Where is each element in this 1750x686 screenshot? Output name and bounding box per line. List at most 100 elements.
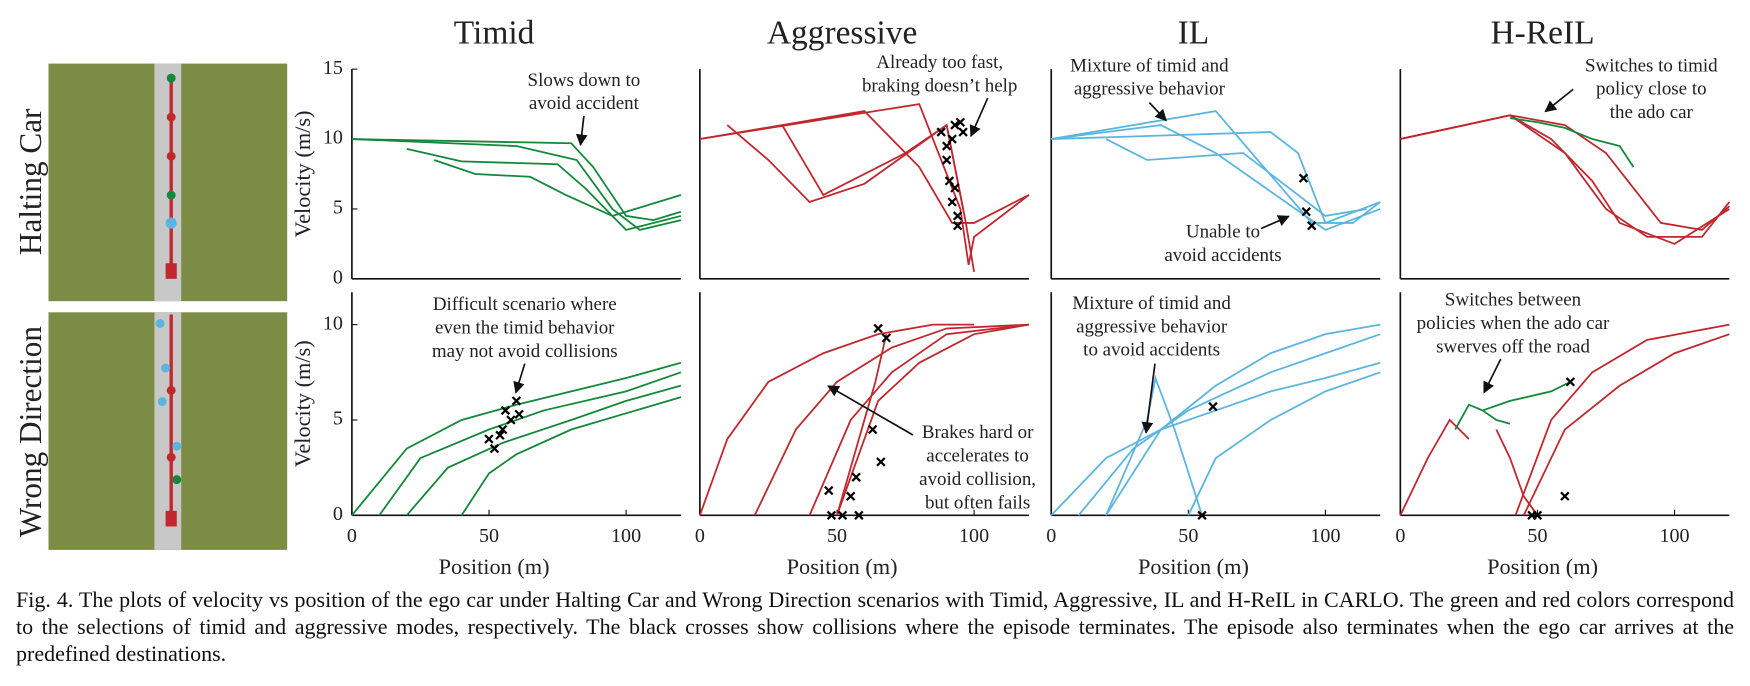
trajectory	[1522, 333, 1730, 516]
x-tick-label: 50	[827, 525, 847, 547]
trajectory	[1077, 333, 1381, 516]
collision	[950, 120, 960, 130]
collision	[876, 457, 886, 467]
y-tick-label: 10	[323, 127, 343, 149]
annotation: Difficult scenario where	[433, 294, 617, 315]
annotation-arrow	[827, 385, 914, 436]
annotation: Unable to	[1186, 221, 1260, 242]
collision	[500, 405, 511, 416]
annotation-arrow	[1483, 358, 1502, 394]
trajectory	[433, 159, 682, 217]
annotation: swerves off the road	[1436, 336, 1590, 357]
trajectory	[1454, 403, 1511, 430]
x-tick-label: 100	[1659, 525, 1689, 547]
collision	[947, 134, 957, 144]
collision	[837, 510, 848, 521]
collision	[846, 491, 856, 501]
x-tick-label: 100	[611, 525, 641, 547]
annotation-arrow	[969, 97, 989, 138]
trajectory	[753, 323, 1029, 516]
collision	[1197, 510, 1207, 521]
trajectory	[1495, 429, 1539, 516]
collision	[1532, 510, 1543, 521]
trajectory	[699, 110, 1030, 224]
y-tick-label: 10	[323, 312, 343, 334]
annotation: Switches between	[1445, 289, 1582, 310]
collision	[1208, 401, 1218, 412]
annotation: aggressive behavior	[1076, 316, 1228, 337]
trajectory	[1400, 114, 1730, 245]
trajectory	[406, 147, 682, 231]
trajectory	[699, 103, 1030, 266]
trajectory	[836, 333, 888, 516]
caption: Fig. 4. The plots of velocity vs positio…	[16, 587, 1734, 666]
collision	[826, 510, 837, 521]
y-tick-label: 5	[333, 408, 343, 430]
collision	[495, 430, 505, 440]
annotation: accelerates to	[926, 446, 1029, 467]
collision	[958, 127, 968, 137]
collision	[867, 424, 878, 435]
trajectory	[1051, 131, 1381, 225]
column-title: Aggressive	[767, 14, 918, 51]
annotation: Already too fast,	[876, 52, 1003, 73]
annotation: policies when the ado car	[1417, 313, 1610, 334]
y-tick-label: 0	[333, 266, 343, 288]
trajectory	[351, 138, 682, 222]
thumbnail-wrong-direction	[48, 312, 288, 550]
collision	[952, 211, 963, 221]
collision	[506, 415, 516, 425]
collision	[941, 155, 952, 165]
annotation: but often fails	[925, 492, 1030, 513]
collision	[1307, 221, 1317, 231]
x-tick-label: 50	[1527, 525, 1547, 547]
trajectory	[1400, 114, 1731, 238]
trajectory	[351, 138, 682, 231]
x-tick-label: 0	[1395, 525, 1405, 547]
collision	[955, 117, 966, 127]
collision	[1298, 173, 1309, 183]
x-axis-label: Position (m)	[439, 554, 550, 579]
trajectory	[808, 323, 1030, 516]
x-tick-label: 50	[1178, 525, 1198, 547]
trajectory	[1105, 374, 1203, 516]
y-tick-label: 15	[323, 57, 343, 79]
trajectory	[1187, 371, 1381, 516]
collision	[854, 510, 864, 521]
y-axis-label: Velocity (m/s)	[290, 340, 315, 467]
trajectory	[1400, 114, 1730, 231]
annotation-arrow	[1260, 215, 1290, 230]
collision	[1560, 491, 1570, 501]
collision	[489, 443, 500, 454]
x-axis-label: Position (m)	[1487, 554, 1598, 579]
x-tick-label: 100	[959, 525, 989, 547]
x-tick-label: 100	[1310, 525, 1340, 547]
trajectory	[699, 323, 975, 516]
annotation: aggressive behavior	[1074, 79, 1226, 100]
annotation: Switches to timid	[1585, 55, 1718, 76]
collision	[952, 221, 963, 231]
trajectory	[1509, 117, 1635, 168]
column-title: Timid	[454, 14, 535, 51]
annotation: avoid accident	[529, 93, 640, 114]
collision	[824, 485, 834, 496]
y-tick-label: 0	[333, 503, 343, 525]
annotation-arrow	[1148, 102, 1167, 122]
collision	[498, 424, 508, 435]
collision	[514, 409, 524, 419]
annotation: avoid accidents	[1164, 245, 1281, 266]
annotation: even the timid behavior	[435, 317, 615, 338]
annotation: Mixture of timid and	[1072, 293, 1231, 314]
trajectory	[781, 123, 975, 273]
annotation: avoid collision,	[919, 469, 1036, 490]
collision	[1565, 377, 1576, 387]
trajectory	[1105, 138, 1367, 217]
annotation-arrow	[575, 115, 588, 147]
trajectory	[406, 384, 682, 516]
annotation-arrow	[1544, 88, 1574, 113]
x-tick-label: 0	[695, 525, 705, 547]
column-title: IL	[1178, 14, 1210, 51]
collision	[936, 127, 946, 137]
collision	[511, 396, 522, 406]
